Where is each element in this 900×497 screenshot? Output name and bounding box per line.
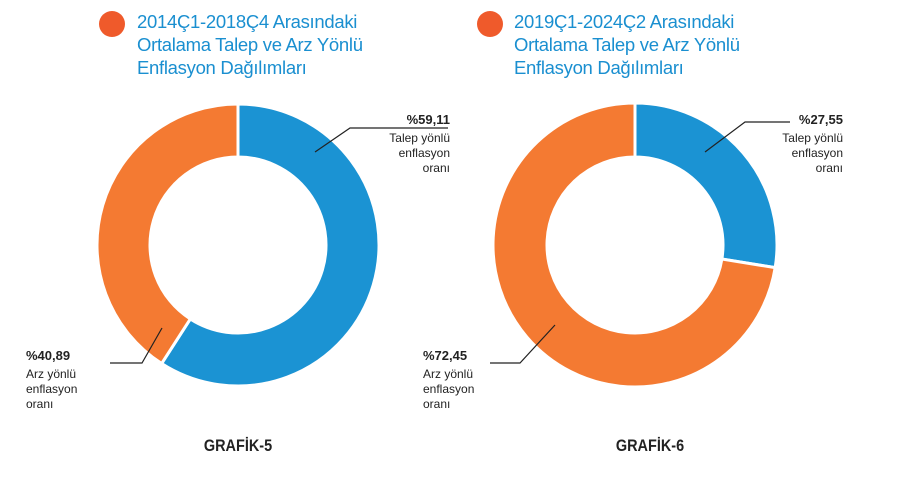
chart-caption: GRAFİK-5 — [203, 436, 273, 455]
chart-title: 2014Ç1-2018Ç4 Arasındaki Ortalama Talep … — [137, 11, 363, 78]
value-label: %27,55 — [798, 112, 843, 127]
value-label: %72,45 — [423, 348, 468, 363]
slice-label: %59,11 Talep yönlü enflasyon oranı — [372, 112, 450, 176]
donut-slice — [95, 102, 240, 366]
category-label: Talep yönlü enflasyon oranı — [782, 131, 843, 175]
donut-slice — [633, 101, 779, 270]
chart-title: 2019Ç1-2024Ç2 Arasındaki Ortalama Talep … — [514, 11, 740, 78]
leader-line — [490, 324, 556, 364]
leader-line — [704, 121, 790, 153]
slice-label: %27,55 Talep yönlü enflasyon oranı — [765, 112, 843, 176]
category-label: Arz yönlü enflasyon oranı — [26, 367, 78, 411]
category-label: Arz yönlü enflasyon oranı — [423, 367, 475, 411]
slice-label: %40,89 Arz yönlü enflasyon oranı — [26, 348, 104, 412]
leader-line — [314, 127, 448, 153]
slice-label: %72,45 Arz yönlü enflasyon oranı — [423, 348, 501, 412]
value-label: %40,89 — [26, 348, 71, 363]
donut-slice — [159, 102, 381, 388]
leader-line — [110, 327, 163, 364]
category-label: Talep yönlü enflasyon oranı — [389, 131, 450, 175]
title-dot — [477, 11, 503, 37]
value-label: %59,11 — [406, 112, 450, 127]
donut-slice — [491, 101, 777, 389]
title-dot — [99, 11, 125, 37]
chart-caption: GRAFİK-6 — [615, 436, 685, 455]
